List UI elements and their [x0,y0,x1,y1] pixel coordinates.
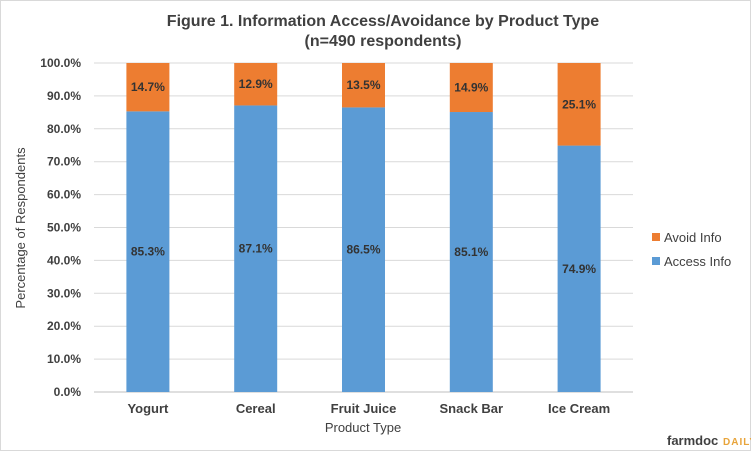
data-labels: 85.3% 14.7% 87.1% 12.9% 86.5% 13.5% 85.1% 14.9%… [131,77,597,276]
x-tick-label: Fruit Juice [331,401,397,416]
y-tick-label: 20.0% [47,319,81,333]
data-label-avoid-info-yogurt: 14.7% [131,80,165,94]
data-label-access-info-ice-cream: 74.9% [562,262,596,276]
data-label-access-info-cereal: 87.1% [239,242,273,256]
bar-access-info-yogurt [126,111,170,392]
chart-subtitle: (n=490 respondents) [305,33,462,50]
brand-logo: farmdoc DAILY [667,433,751,448]
data-label-avoid-info-cereal: 12.9% [239,77,273,91]
y-tick-label: 30.0% [47,286,81,300]
y-tick-label: 40.0% [47,253,81,267]
bar-avoid-info-fruit-juice [342,63,385,108]
bar-avoid-info-ice-cream [557,63,601,146]
x-tick-labels: Yogurt Cereal Fruit Juice Snack Bar Ice Crea… [127,401,610,416]
y-tick-label: 60.0% [47,188,81,202]
brand-text: farmdoc [667,433,718,448]
data-label-avoid-info-fruit-juice: 13.5% [346,78,380,92]
y-tick-label: 10.0% [47,352,81,366]
x-tick-label: Cereal [236,401,276,416]
brand-text-daily: DAILY [723,437,751,448]
y-tick-labels: 0.0% 10.0% 20.0% 30.0% 40.0% 50.0% 60.0% 70.0% 8… [40,56,81,399]
y-tick-label: 80.0% [47,122,81,136]
legend: Avoid Info Access Info [652,230,731,269]
data-label-access-info-fruit-juice: 86.5% [346,243,380,257]
data-label-avoid-info-snack-bar: 14.9% [454,81,488,95]
x-tick-label: Yogurt [127,401,169,416]
bar-access-info-fruit-juice [342,107,385,392]
legend-label-avoid-info: Avoid Info [664,230,722,245]
bar-avoid-info-snack-bar [449,63,493,113]
data-label-access-info-yogurt: 85.3% [131,245,165,259]
y-tick-label: 100.0% [40,56,81,70]
legend-swatch-access-info [652,257,660,265]
bars [126,63,601,393]
y-axis-title: Percentage of Respondents [13,147,28,309]
bar-avoid-info-yogurt [126,63,170,112]
x-axis-title: Product Type [325,420,401,435]
y-tick-label: 90.0% [47,89,81,103]
x-tick-label: Snack Bar [440,401,504,416]
bar-access-info-snack-bar [449,112,493,393]
bar-access-info-cereal [234,105,278,392]
y-tick-label: 0.0% [54,385,82,399]
data-label-avoid-info-ice-cream: 25.1% [562,97,596,111]
bar-access-info-ice-cream [557,145,601,392]
x-tick-label: Ice Cream [548,401,610,416]
y-tick-label: 50.0% [47,221,81,235]
bar-avoid-info-cereal [234,63,278,106]
y-tick-label: 70.0% [47,155,81,169]
data-label-access-info-snack-bar: 85.1% [454,245,488,259]
chart-title: Figure 1. Information Access/Avoidance b… [167,13,599,30]
legend-swatch-avoid-info [652,233,660,241]
legend-label-access-info: Access Info [664,254,731,269]
